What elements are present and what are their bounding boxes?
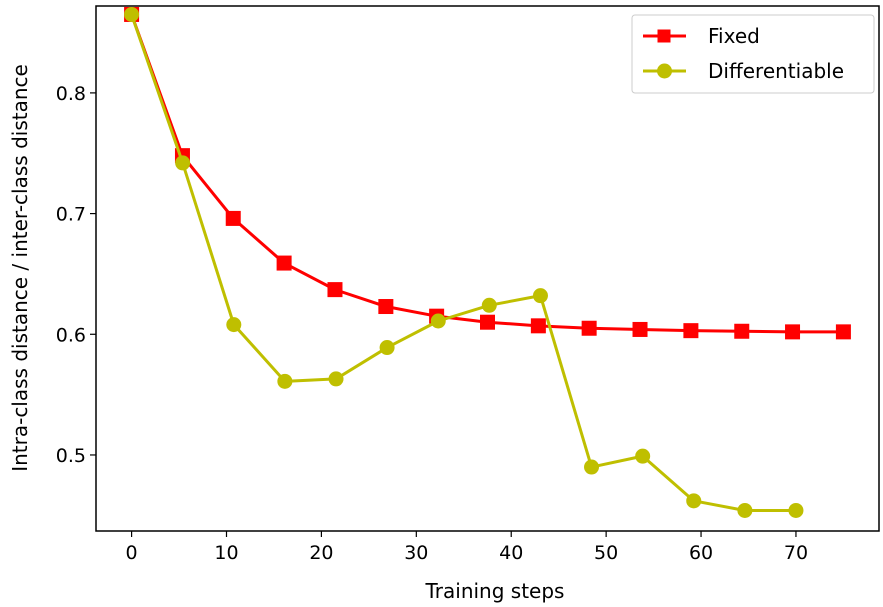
data-point-differentiable	[635, 448, 651, 464]
x-tick-label: 0	[126, 542, 138, 564]
x-tick-label: 10	[214, 542, 238, 564]
data-point-differentiable	[532, 288, 548, 304]
y-tick-label: 0.7	[56, 204, 86, 226]
data-point-fixed	[480, 314, 495, 330]
data-point-differentiable	[226, 317, 242, 333]
data-point-fixed	[632, 321, 648, 337]
data-point-differentiable	[430, 313, 446, 329]
y-tick-label: 0.5	[56, 445, 86, 467]
y-tick-label: 0.6	[56, 324, 86, 346]
data-point-differentiable	[584, 459, 600, 475]
y-axis-label: Intra-class distance / inter-class dista…	[8, 64, 32, 472]
legend-fixed-label: Fixed	[708, 24, 760, 48]
plot-frame	[95, 5, 880, 532]
data-point-fixed	[327, 282, 343, 298]
data-point-fixed	[581, 320, 597, 336]
data-point-differentiable	[379, 340, 395, 356]
data-point-fixed	[734, 323, 750, 339]
data-point-fixed	[276, 255, 292, 271]
data-point-fixed	[225, 210, 241, 226]
data-point-fixed	[530, 318, 546, 334]
legend-differentiable-label: Differentiable	[708, 59, 844, 83]
y-axis-ticks: 0.5 0.6 0.7 0.8	[56, 83, 96, 467]
x-tick-label: 70	[784, 542, 808, 564]
y-tick-label: 0.8	[56, 83, 86, 105]
x-tick-label: 30	[404, 542, 428, 564]
data-point-differentiable	[175, 155, 191, 171]
data-point-fixed	[835, 324, 851, 340]
data-point-fixed	[378, 299, 394, 315]
legend-differentiable-marker	[657, 63, 672, 79]
legend: Fixed Differentiable	[631, 14, 875, 94]
data-point-differentiable	[737, 502, 753, 518]
x-tick-label: 60	[689, 542, 713, 564]
x-tick-label: 40	[499, 542, 523, 564]
data-point-differentiable	[481, 297, 497, 313]
data-point-differentiable	[686, 493, 702, 509]
data-point-differentiable	[788, 502, 804, 518]
series-layer	[124, 6, 851, 518]
data-point-differentiable	[328, 371, 344, 387]
x-axis-ticks: 0 10 20 30 40 50 60 70	[126, 531, 808, 564]
series-line-differentiable	[130, 13, 796, 512]
legend-fixed-marker	[657, 29, 671, 43]
x-axis-label: Training steps	[425, 579, 565, 603]
x-tick-label: 20	[309, 542, 333, 564]
data-point-fixed	[683, 323, 699, 339]
data-point-differentiable	[124, 6, 140, 22]
x-tick-label: 50	[594, 542, 618, 564]
legend-box	[631, 14, 875, 94]
data-point-differentiable	[277, 373, 293, 389]
data-point-fixed	[785, 324, 801, 340]
